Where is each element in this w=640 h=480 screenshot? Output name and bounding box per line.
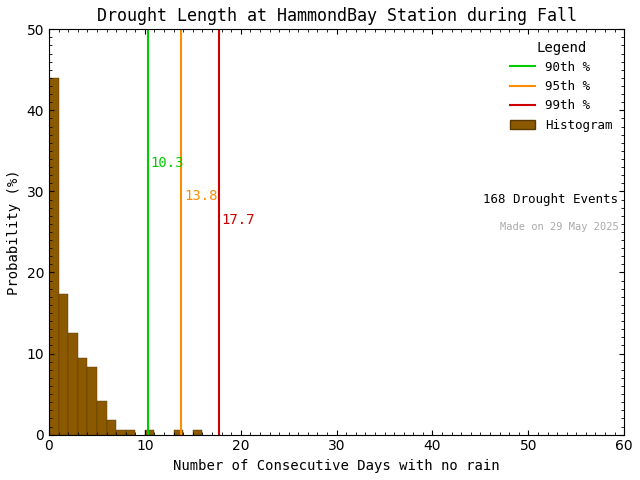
Title: Drought Length at HammondBay Station during Fall: Drought Length at HammondBay Station dur… [97,7,577,25]
Bar [97,401,106,434]
Bar [145,430,154,434]
Bar [173,430,183,434]
Legend: 90th %, 95th %, 99th %, Histogram: 90th %, 95th %, 99th %, Histogram [506,36,618,136]
Bar [116,430,125,434]
Bar [193,430,202,434]
Bar [87,367,97,434]
Bar [68,333,77,434]
Text: 17.7: 17.7 [221,213,255,227]
Text: Made on 29 May 2025: Made on 29 May 2025 [500,222,618,232]
Text: 13.8: 13.8 [184,189,218,203]
Text: 10.3: 10.3 [150,156,184,170]
X-axis label: Number of Consecutive Days with no rain: Number of Consecutive Days with no rain [173,459,500,473]
Bar [125,430,135,434]
Bar [77,358,87,434]
Text: 168 Drought Events: 168 Drought Events [483,193,618,206]
Bar [49,78,59,434]
Y-axis label: Probability (%): Probability (%) [7,169,21,295]
Bar [59,294,68,434]
Bar [106,420,116,434]
